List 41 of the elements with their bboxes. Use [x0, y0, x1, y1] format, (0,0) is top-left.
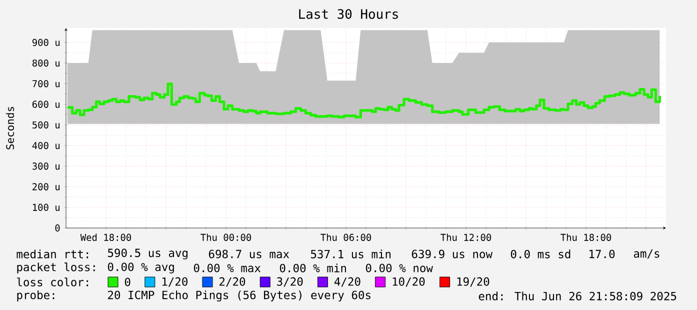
y-tick-label: 300 u	[32, 162, 60, 170]
text: 0.00 % now	[366, 264, 433, 272]
legend-label: 0	[124, 278, 130, 286]
text: 0.00 % min	[280, 264, 346, 272]
y-axis-title: Seconds	[6, 107, 14, 150]
y-tick-label: 500 u	[32, 121, 60, 128]
y-tick-label: 0	[55, 224, 60, 232]
text: 0.00 % max	[194, 264, 261, 272]
legend-label: 10/20	[392, 277, 425, 287]
text: am/s	[634, 249, 660, 259]
y-tick-label: 200 u	[32, 183, 60, 190]
text: 17.0	[590, 250, 615, 258]
x-tick-label: Thu 18:00	[560, 234, 612, 241]
text: probe:	[17, 290, 54, 302]
y-tick-label: 100 u	[33, 204, 60, 211]
y-tick-label: 900 u	[32, 38, 60, 46]
text: median rtt:	[16, 250, 88, 258]
text: end: Thu Jun 26 21:58:09 2025	[478, 292, 676, 300]
text: 698.7 us max	[208, 250, 290, 258]
text: 537.1 us min	[310, 250, 391, 258]
y-tick-label: 800 u	[32, 59, 60, 67]
y-tick-label: 700 u	[32, 80, 60, 88]
text: 0.00 % avg	[108, 262, 174, 274]
x-tick-label: Thu 12:00	[440, 234, 492, 241]
text: 590.5 us avg	[108, 248, 188, 260]
legend-title: loss color:	[17, 278, 88, 286]
chart-title: Last 30 Hours	[299, 9, 398, 19]
text: 639.9 us now	[412, 250, 493, 258]
legend-label: 19/20	[457, 277, 490, 287]
text: 0.0 ms sd	[510, 250, 570, 258]
text: 20 ICMP Echo Pings (56 Bytes) every 60s	[108, 290, 370, 302]
legend-label: 1/20	[162, 277, 188, 287]
text: packet loss:	[17, 262, 95, 274]
y-tick-label: 400 u	[32, 142, 60, 150]
x-tick-label: Thu 00:00	[200, 234, 252, 241]
legend-label: 4/20	[334, 277, 360, 287]
x-tick-label: Thu 06:00	[320, 234, 372, 241]
legend-label: 3/20	[277, 277, 303, 287]
x-tick-label: Wed 18:00	[80, 234, 132, 241]
y-tick-label: 600 u	[32, 100, 60, 108]
legend-label: 2/20	[220, 277, 246, 287]
